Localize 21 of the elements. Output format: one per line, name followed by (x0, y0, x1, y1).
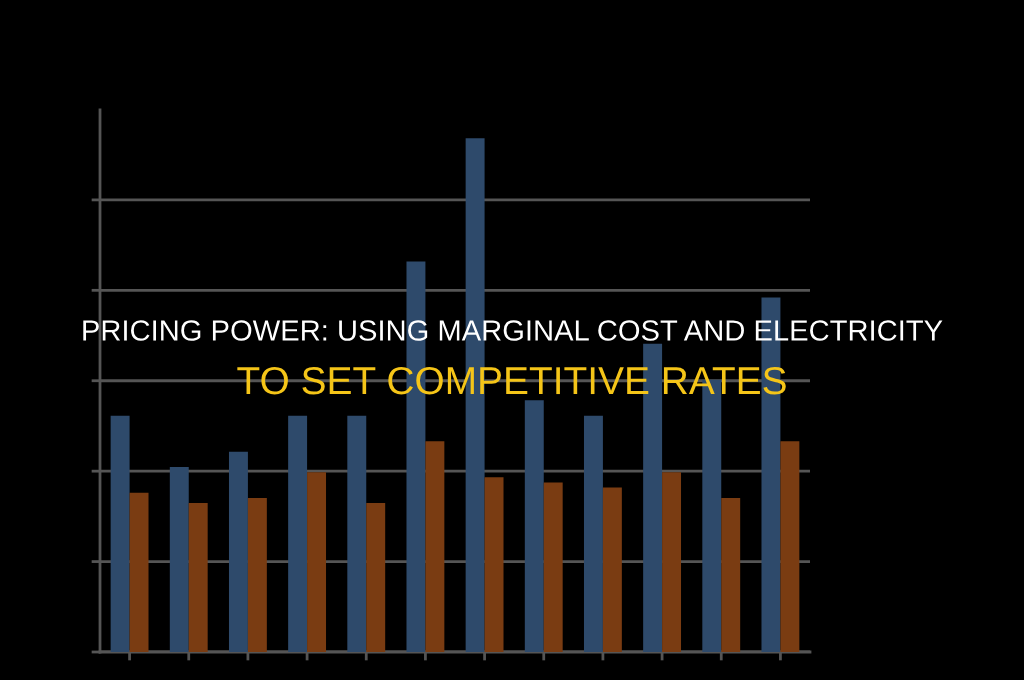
bar (188, 503, 208, 652)
bar (347, 415, 367, 652)
bar (425, 441, 445, 652)
bar (484, 477, 504, 652)
bar (543, 482, 563, 652)
bar (780, 441, 800, 652)
bar (129, 492, 149, 652)
bar (169, 467, 189, 652)
bar (307, 472, 327, 652)
bar (228, 451, 248, 652)
bar (583, 415, 603, 652)
bar (288, 415, 308, 652)
bar (721, 497, 741, 652)
bar (110, 415, 130, 652)
text: PRICING POWER: USING MARGINAL COST AND ELECTRICITY (83, 320, 943, 341)
bar (602, 487, 622, 652)
text: TO SET COMPETITIVE RATES (237, 366, 786, 395)
bar (247, 497, 267, 652)
bar (524, 400, 544, 652)
bar (662, 472, 682, 652)
bar (366, 503, 386, 652)
